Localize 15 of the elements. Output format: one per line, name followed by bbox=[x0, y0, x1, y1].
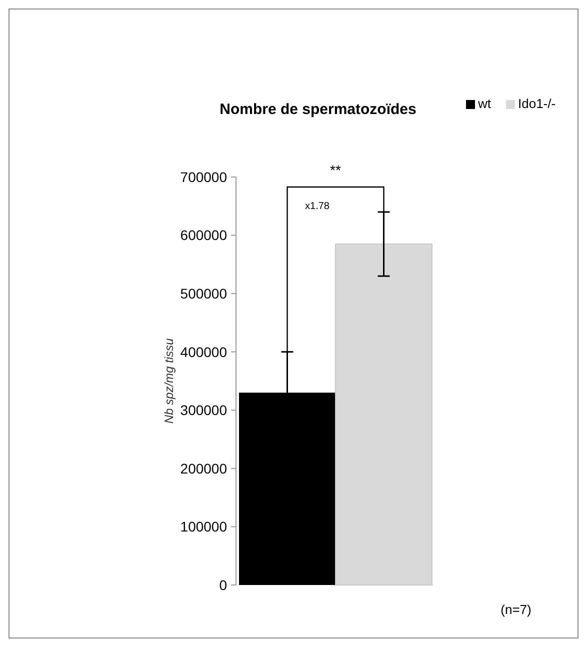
annotation: x1.78 bbox=[305, 201, 330, 212]
y-tick-label: 200000 bbox=[180, 460, 228, 476]
y-tick-label: 400000 bbox=[180, 344, 228, 360]
y-tick-label: 100000 bbox=[180, 518, 228, 535]
y-tick-label: 0 bbox=[219, 576, 228, 593]
legend-label: Ido1-/- bbox=[518, 96, 556, 111]
chart-title: Nombre de spermatozoïdes bbox=[220, 101, 416, 118]
y-tick-label: 300000 bbox=[180, 402, 228, 418]
y-axis-title: Nb spz/mg tissu bbox=[162, 338, 176, 424]
y-tick-label: 500000 bbox=[180, 285, 228, 302]
legend-label: wt bbox=[477, 96, 492, 111]
text: (n=7) bbox=[500, 602, 532, 617]
y-tick-label: 600000 bbox=[180, 227, 228, 244]
annotation: ** bbox=[330, 162, 342, 178]
y-tick-label: 700000 bbox=[180, 168, 228, 185]
